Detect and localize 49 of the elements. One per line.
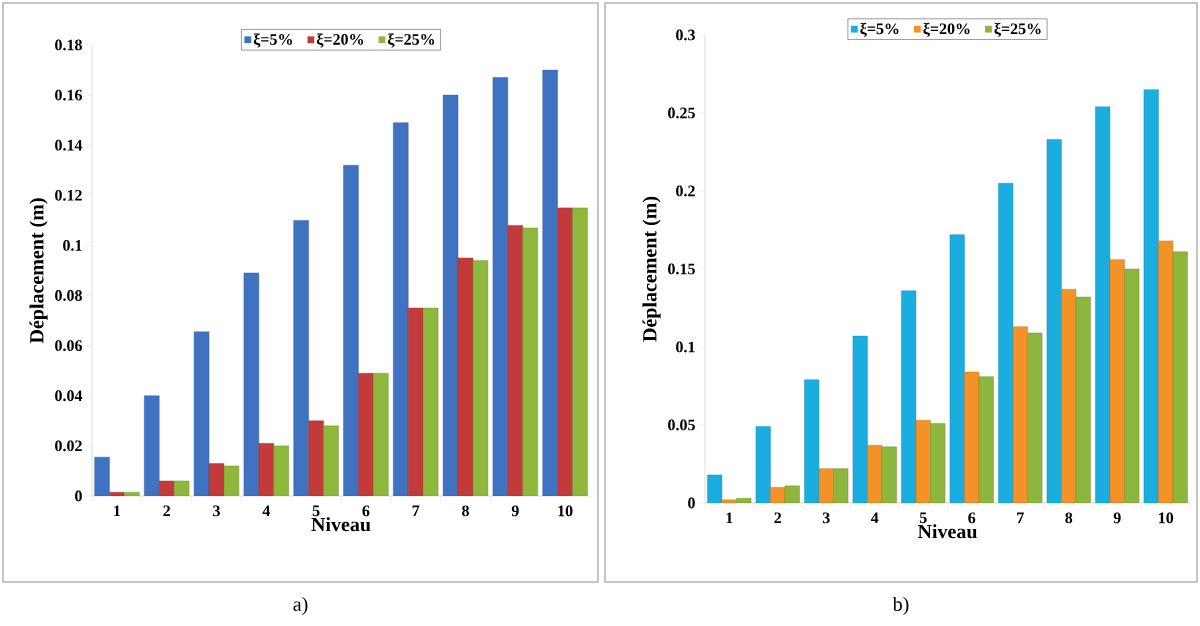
- x-axis-title: Niveau: [917, 524, 977, 539]
- x-tick-label: 2: [774, 512, 782, 524]
- y-tick-label: 0.05: [668, 419, 695, 431]
- x-tick-label: 5: [919, 512, 927, 524]
- x-axis-title: Niveau: [311, 517, 371, 532]
- x-tick-label: 9: [1113, 512, 1121, 524]
- y-tick-label: 0.25: [668, 107, 695, 119]
- legend-label: ξ=20%: [316, 33, 364, 48]
- y-tick-label: 0.1: [63, 240, 82, 251]
- y-tick-label: 0.04: [55, 390, 83, 402]
- x-tick-label: 10: [1159, 512, 1174, 524]
- x-tick-label: 6: [362, 505, 370, 517]
- legend-label: ξ=25%: [387, 33, 435, 48]
- y-tick-label: 0.16: [55, 89, 83, 101]
- text: b): [892, 596, 909, 616]
- y-tick-label: 0.06: [55, 340, 83, 352]
- x-tick-label: 6: [968, 512, 976, 524]
- x-tick-label: 3: [213, 505, 220, 517]
- legend-label: ξ=5%: [253, 33, 292, 48]
- x-tick-label: 7: [1017, 512, 1024, 523]
- legend-label: ξ=5%: [860, 22, 899, 38]
- x-tick-label: 9: [511, 505, 519, 517]
- x-tick-label: 4: [262, 505, 271, 517]
- y-tick-label: 0.2: [676, 185, 695, 197]
- x-tick-label: 8: [462, 505, 469, 517]
- y-tick-label: 0.1: [676, 341, 695, 353]
- y-tick-label: 0.02: [55, 440, 82, 452]
- x-tick-label: 10: [558, 505, 573, 517]
- legend-label: ξ=20%: [923, 22, 970, 38]
- x-tick-label: 7: [412, 505, 420, 516]
- y-tick-label: 0.15: [668, 263, 695, 275]
- y-tick-label: 0.08: [55, 290, 82, 301]
- y-tick-label: 0: [75, 490, 82, 502]
- x-tick-label: 1: [114, 505, 121, 517]
- y-tick-label: 0.3: [676, 29, 695, 41]
- y-tick-label: 0.18: [55, 39, 82, 51]
- x-tick-label: 1: [726, 512, 733, 524]
- x-tick-label: 3: [822, 512, 830, 524]
- x-tick-label: 8: [1065, 512, 1073, 524]
- y-tick-label: 0.14: [55, 139, 83, 151]
- y-tick-label: 0.12: [55, 189, 82, 201]
- legend-label: ξ=25%: [994, 22, 1041, 38]
- x-tick-label: 4: [870, 512, 879, 524]
- x-tick-label: 2: [163, 505, 171, 517]
- x-tick-label: 5: [312, 505, 320, 517]
- y-axis-title: Déplacement (m): [29, 198, 48, 344]
- y-axis-title: Déplacement (m): [642, 196, 661, 342]
- y-tick-label: 0: [688, 497, 695, 509]
- text: a): [293, 596, 308, 616]
